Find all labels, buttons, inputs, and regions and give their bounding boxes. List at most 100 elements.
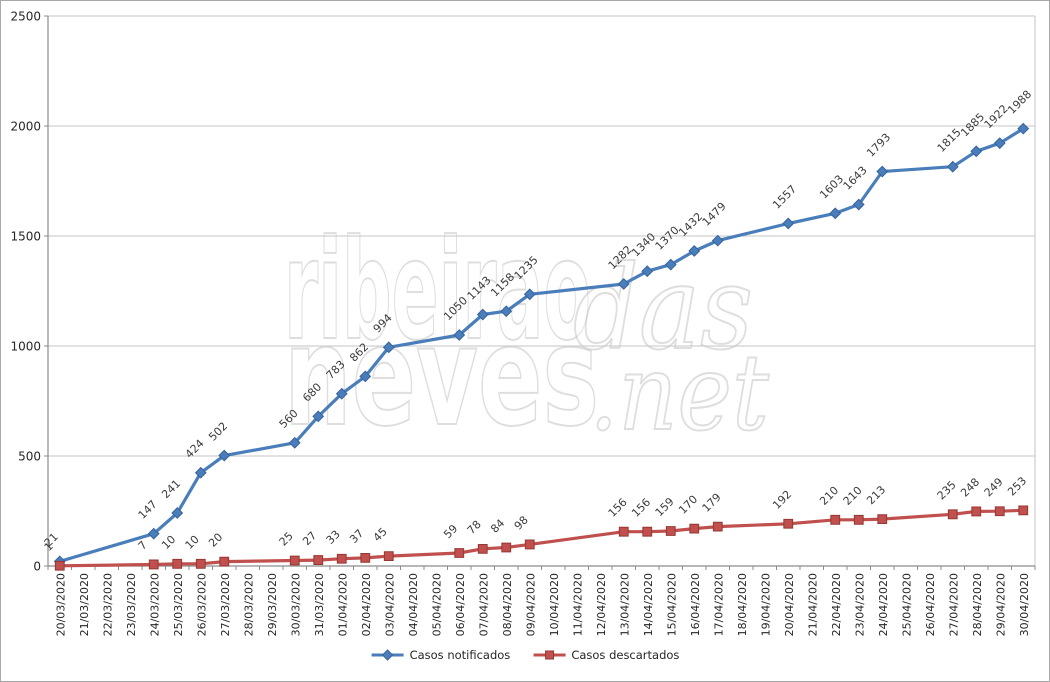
data-label: 10 [183,533,202,552]
data-point-marker [172,558,183,569]
x-axis-label: 30/03/2020 [289,573,302,636]
x-axis-label: 22/03/2020 [101,573,114,636]
y-axis-label: 2500 [10,10,41,24]
data-point-marker [382,341,395,354]
x-axis-label: 12/04/2020 [595,573,608,636]
data-label: 253 [1005,474,1029,498]
data-point-marker [853,514,864,525]
data-point-marker [783,518,794,529]
x-axis-label: 19/04/2020 [759,573,772,636]
x-axis-label: 20/03/2020 [54,573,67,636]
data-label: 78 [465,518,484,537]
x-axis-label: 23/03/2020 [125,573,138,636]
x-axis-label: 10/04/2020 [548,573,561,636]
data-label: 1793 [864,131,893,160]
x-axis-label: 29/04/2020 [994,573,1007,636]
data-label: 1885 [958,110,987,139]
x-axis-label: 09/04/2020 [524,573,537,636]
data-point-marker [711,234,724,247]
data-label: 25 [277,530,296,549]
x-axis-label: 04/04/2020 [407,573,420,636]
data-point-marker [218,449,231,462]
data-point-marker [289,555,300,566]
x-axis-label: 21/03/2020 [78,573,91,636]
data-label: 1988 [1005,88,1034,117]
data-label: 248 [958,476,982,500]
data-label: 27 [300,529,319,548]
data-point-marker [1018,505,1029,516]
data-label: 156 [606,496,630,520]
watermark-word2: das [573,242,753,376]
data-label: 45 [371,525,390,544]
y-axis-label: 1000 [10,340,41,354]
data-point-marker [54,560,65,571]
data-label: 37 [347,527,366,546]
data-label: 170 [676,493,700,517]
data-label: 179 [700,491,724,515]
y-axis-label: 500 [18,450,41,464]
data-point-marker [195,558,206,569]
data-point-marker [617,278,630,290]
x-axis-label: 14/04/2020 [642,573,655,636]
data-point-marker [194,466,207,479]
data-label: 235 [935,478,959,502]
watermark-word3: neves [284,296,599,457]
data-point-marker [946,160,959,173]
data-point-marker [947,509,958,520]
legend-label-notificados: Casos notificados [409,648,511,662]
data-label: 213 [864,483,888,507]
x-axis-label: 24/03/2020 [148,573,161,636]
data-point-marker [454,548,465,558]
data-point-marker [524,539,535,550]
data-label: 59 [441,522,460,541]
data-point-marker [641,265,654,278]
data-point-marker [476,308,489,321]
data-label: 1643 [841,164,870,193]
x-axis-label: 06/04/2020 [454,573,467,636]
data-label: 7 [136,538,150,552]
x-axis-label: 26/04/2020 [924,573,937,636]
data-point-marker [618,526,629,537]
data-point-marker [336,553,347,564]
data-label: 192 [770,488,794,512]
data-point-marker [830,514,841,525]
data-label: 98 [512,513,531,532]
data-point-marker [993,137,1006,150]
y-axis-label: 1500 [10,230,41,244]
x-axis-label: 07/04/2020 [477,573,490,636]
legend-line-diamond-icon [371,649,404,661]
data-point-marker [523,288,536,301]
x-axis-label: 27/04/2020 [947,573,960,636]
data-label: 33 [324,528,343,547]
data-point-marker [971,506,982,517]
data-label: 241 [159,477,183,501]
x-axis-label: 30/04/2020 [1018,573,1031,636]
data-point-marker [313,555,324,565]
data-point-marker [712,521,723,532]
data-point-marker [994,506,1005,517]
x-axis-label: 31/03/2020 [313,573,326,636]
data-point-marker [501,542,512,553]
x-axis-label: 01/04/2020 [336,573,349,636]
watermark-word4: .net [589,332,770,454]
legend-label-descartados: Casos descartados [571,648,680,662]
data-label: 424 [183,437,207,461]
data-point-marker [360,552,371,563]
x-axis-label: 05/04/2020 [430,573,443,636]
data-point-marker [219,556,230,567]
data-label: 1603 [817,172,846,201]
data-label: 1557 [770,183,799,212]
x-axis-label: 11/04/2020 [571,573,584,636]
data-point-marker [665,526,676,536]
x-axis-label: 29/03/2020 [266,573,279,636]
y-axis-label: 2000 [10,120,41,134]
data-label: 147 [136,498,160,522]
data-label: 159 [653,495,677,519]
data-label: 502 [206,420,230,444]
data-label: 84 [488,517,507,536]
x-axis-label: 23/04/2020 [853,573,866,636]
data-point-marker [147,527,160,540]
x-axis-label: 27/03/2020 [219,573,232,636]
x-axis-label: 15/04/2020 [665,573,678,636]
data-point-marker [877,514,888,525]
